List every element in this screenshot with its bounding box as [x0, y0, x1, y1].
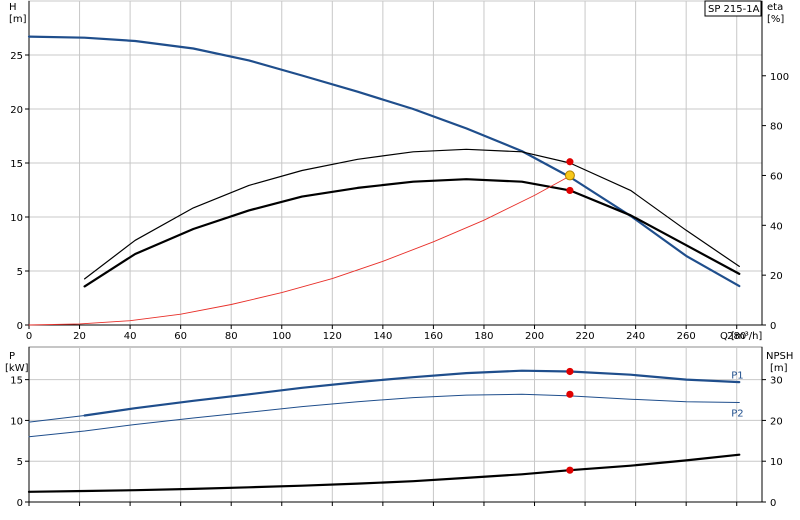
duty-point-marker	[564, 170, 575, 181]
left-tick-label: 0	[17, 498, 23, 509]
npsh-axis-title: NPSH	[766, 351, 793, 362]
right-tick-label: 80	[770, 122, 783, 133]
h-axis-title: H	[9, 2, 17, 13]
eta-axis-title: eta	[767, 2, 783, 13]
x-tick-label: 140	[373, 331, 392, 342]
p-axis-unit: [kW]	[5, 363, 29, 374]
x-tick-label: 20	[73, 331, 86, 342]
npsh-line	[27, 453, 741, 493]
right-tick-label: 40	[770, 221, 783, 232]
system-curve-line	[28, 175, 571, 326]
series-label-p1: P1	[731, 371, 743, 382]
x-tick-label: 220	[576, 331, 595, 342]
p1-line	[83, 369, 741, 417]
left-tick-label: 10	[10, 213, 23, 224]
operating-point-marker	[566, 466, 574, 474]
right-tick-label: 60	[770, 171, 783, 182]
h-axis-unit: [m]	[9, 14, 27, 25]
operating-point-marker	[566, 186, 574, 195]
q-axis-label: Q [m³/h]	[720, 331, 762, 342]
p1-left-line	[28, 415, 86, 423]
eta-pump-line	[83, 178, 741, 288]
performance-plot: 0 5 10 15 20 25 0 20 40 60 80 100 0 20 40 60 80 100 120 140…	[10, 0, 789, 342]
left-tick-label: 15	[10, 159, 23, 170]
left-tick-label: 0	[17, 321, 23, 332]
eta-total-line	[83, 148, 740, 280]
x-tick-label: 80	[225, 331, 238, 342]
right-tick-label: 0	[770, 498, 776, 509]
right-tick-label: 30	[770, 376, 783, 387]
operating-point-marker	[566, 158, 574, 166]
left-tick-label: 5	[17, 267, 23, 278]
x-tick-label: 0	[26, 331, 32, 342]
operating-point-marker	[566, 390, 574, 398]
eta-axis-unit: [%]	[767, 14, 784, 25]
right-tick-label: 20	[770, 271, 783, 282]
left-tick-label: 5	[17, 457, 23, 468]
left-tick-label: 20	[10, 105, 23, 116]
npsh-axis-unit: [m]	[770, 363, 788, 374]
right-tick-label: 100	[770, 72, 789, 83]
left-tick-label: 10	[10, 416, 23, 427]
x-tick-label: 180	[474, 331, 493, 342]
x-tick-label: 240	[626, 331, 645, 342]
left-tick-label: 15	[10, 376, 23, 387]
pump-model-badge	[704, 0, 762, 17]
series-label-p2: P2	[731, 408, 743, 419]
x-tick-label: 280	[727, 331, 746, 342]
x-tick-label: 100	[272, 331, 291, 342]
right-tick-label: 10	[770, 457, 783, 468]
operating-point-marker	[566, 367, 574, 376]
x-tick-label: 200	[525, 331, 544, 342]
p2-line	[28, 393, 740, 438]
x-tick-label: 160	[424, 331, 443, 342]
x-tick-label: 60	[174, 331, 187, 342]
power-npsh-plot: 0 5 10 15 0 10 20 30 P1 P2	[10, 346, 783, 509]
p-axis-title: P	[9, 351, 15, 362]
x-tick-label: 40	[124, 331, 137, 342]
right-tick-label: 0	[770, 321, 776, 332]
x-tick-label: 260	[677, 331, 696, 342]
plot-frame	[28, 346, 763, 503]
right-tick-label: 20	[770, 416, 783, 427]
pump-model-label: SP 215-1A	[708, 4, 760, 15]
left-tick-label: 25	[10, 51, 23, 62]
h-curve-line	[27, 35, 741, 288]
x-tick-label: 120	[323, 331, 342, 342]
